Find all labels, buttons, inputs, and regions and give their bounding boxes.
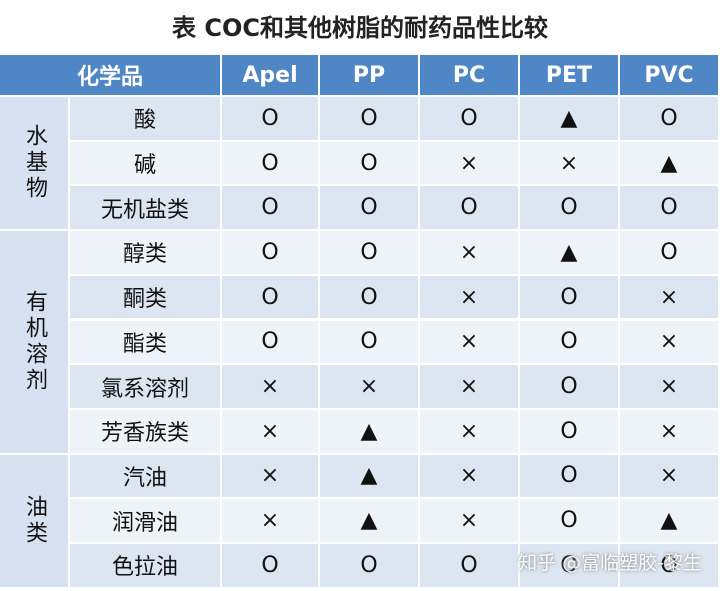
watermark: 知乎 @富临塑胶-黎生 — [518, 552, 702, 574]
cell: × — [222, 454, 320, 500]
cell: × — [620, 409, 720, 455]
header-cell: PP — [320, 55, 420, 97]
row-name: 无机盐类 — [70, 186, 222, 232]
row-name: 汽油 — [70, 454, 222, 500]
group-label: 水基物 — [0, 97, 70, 232]
row-name: 酮类 — [70, 275, 222, 321]
cell: ▲ — [520, 97, 620, 142]
cell: O — [520, 544, 620, 589]
cell: × — [222, 499, 320, 544]
cell: × — [320, 365, 420, 410]
cell: O — [520, 320, 620, 366]
cell: × — [620, 454, 720, 500]
row-name: 润滑油 — [70, 499, 222, 544]
header-cell: 化学品 — [0, 55, 222, 97]
cell: O — [222, 275, 320, 321]
cell: O — [222, 544, 320, 589]
row-name: 芳香族类 — [70, 409, 222, 455]
cell: O — [420, 97, 520, 142]
cell: O — [620, 97, 720, 142]
row-name: 色拉油 — [70, 544, 222, 589]
cell: O — [320, 275, 420, 321]
cell: O — [620, 231, 720, 276]
cell: × — [420, 499, 520, 544]
header-cell: PC — [420, 55, 520, 97]
cell: × — [620, 320, 720, 366]
header-cell: PET — [520, 55, 620, 97]
row-name: 酯类 — [70, 320, 222, 366]
cell: × — [420, 454, 520, 500]
cell: ▲ — [620, 499, 720, 544]
cell: O — [620, 544, 720, 589]
header-cell: PVC — [620, 55, 720, 97]
cell: ▲ — [520, 231, 620, 276]
cell: O — [222, 141, 320, 187]
cell: × — [420, 409, 520, 455]
cell: × — [222, 409, 320, 455]
cell: × — [620, 275, 720, 321]
cell: × — [222, 365, 320, 410]
cell: O — [320, 186, 420, 232]
group-label: 油类 — [0, 454, 70, 589]
cell: ▲ — [320, 409, 420, 455]
cell: O — [320, 97, 420, 142]
row-name: 氯系溶剂 — [70, 365, 222, 410]
cell: O — [222, 97, 320, 142]
cell: O — [420, 186, 520, 232]
cell: × — [420, 275, 520, 321]
cell: ▲ — [620, 141, 720, 187]
header-cell: Apel — [222, 55, 320, 97]
cell: O — [320, 544, 420, 589]
cell: O — [222, 231, 320, 276]
row-name: 醇类 — [70, 231, 222, 276]
cell: O — [320, 320, 420, 366]
cell: O — [520, 409, 620, 455]
cell: O — [620, 186, 720, 232]
cell: × — [420, 141, 520, 187]
cell: O — [520, 499, 620, 544]
cell: O — [320, 231, 420, 276]
title: 表 COC和其他树脂的耐药品性比较 — [172, 14, 548, 42]
cell: O — [222, 186, 320, 232]
cell: O — [222, 320, 320, 366]
cell: O — [520, 454, 620, 500]
row-name: 碱 — [70, 141, 222, 187]
cell: ▲ — [320, 454, 420, 500]
cell: O — [320, 141, 420, 187]
cell: ▲ — [320, 499, 420, 544]
row-name: 酸 — [70, 97, 222, 142]
cell: O — [520, 275, 620, 321]
cell: × — [620, 365, 720, 410]
cell: O — [420, 544, 520, 589]
cell: × — [420, 231, 520, 276]
cell: O — [520, 186, 620, 232]
group-label: 有机溶剂 — [0, 231, 70, 455]
cell: × — [420, 365, 520, 410]
cell: × — [420, 320, 520, 366]
cell: O — [520, 365, 620, 410]
cell: × — [520, 141, 620, 187]
